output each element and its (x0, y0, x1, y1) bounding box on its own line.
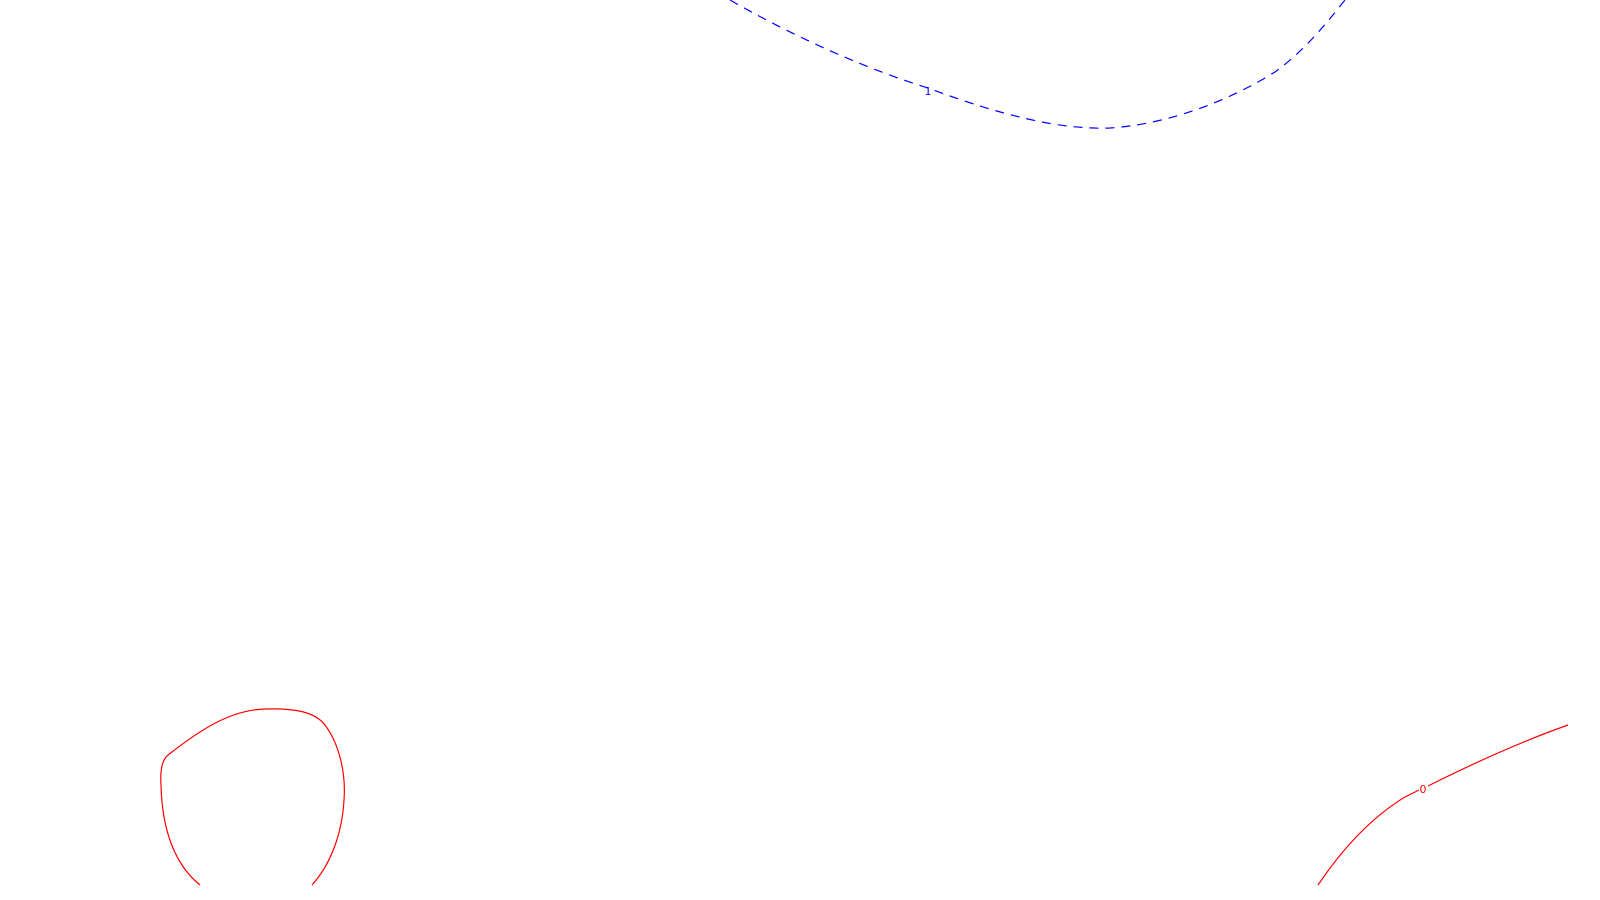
contour-label-level-0: 0 (1420, 783, 1427, 796)
contour-line-level-0-loop (160, 708, 345, 886)
contour-label-level-1: 1 (925, 85, 932, 98)
contour-line-level-1 (729, 0, 1346, 129)
contour-line-level-0-edge (1317, 724, 1569, 886)
